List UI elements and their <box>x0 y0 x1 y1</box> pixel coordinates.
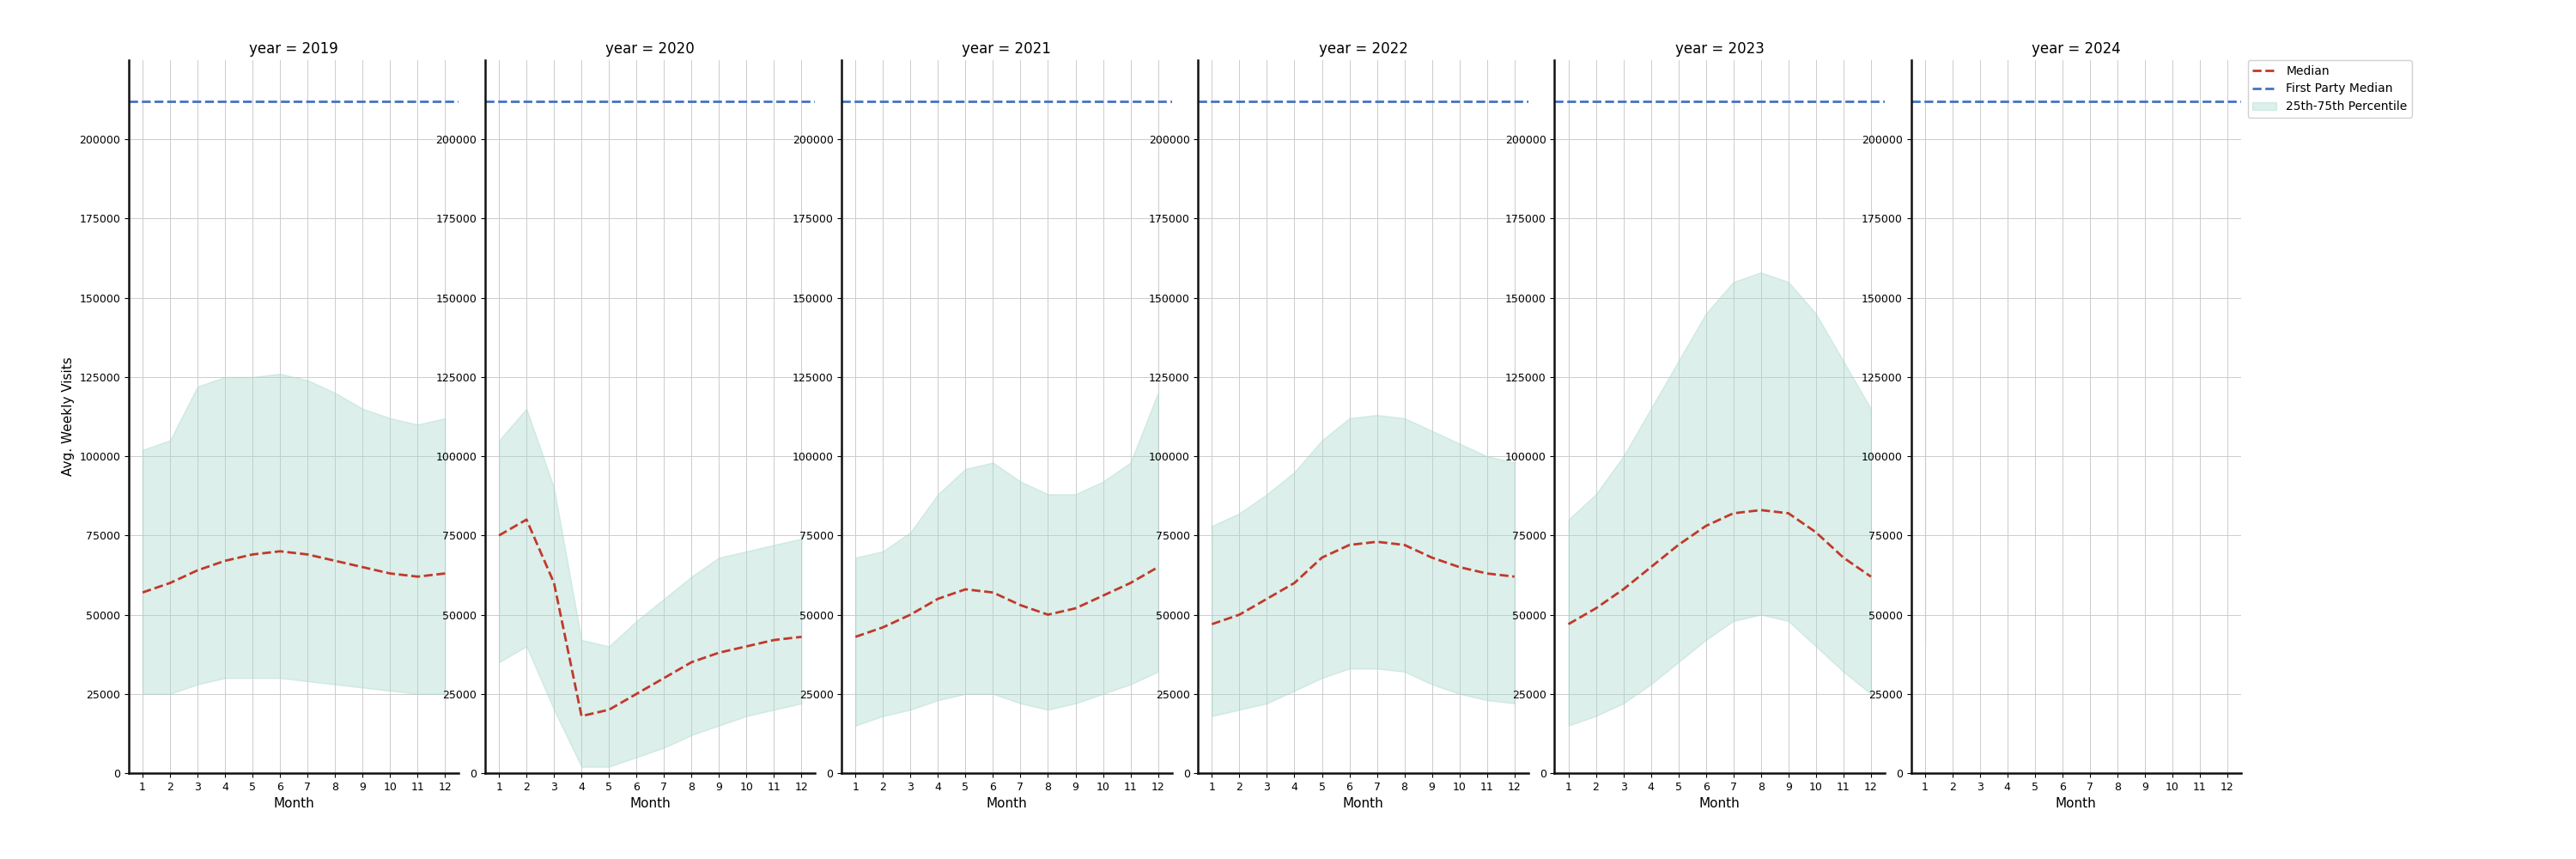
Median <box>621 689 652 699</box>
Y-axis label: Avg. Weekly Visits: Avg. Weekly Visits <box>62 357 75 476</box>
Median <box>319 556 350 566</box>
Median <box>976 588 1007 598</box>
Median <box>1115 578 1146 588</box>
Median <box>868 622 899 632</box>
Title: year = 2019: year = 2019 <box>250 41 337 57</box>
Median <box>703 648 734 658</box>
Median <box>1718 509 1749 519</box>
Median <box>675 657 706 667</box>
Median <box>1747 505 1777 515</box>
Median <box>237 549 268 559</box>
Median <box>1636 562 1667 572</box>
Median <box>1855 571 1886 582</box>
Median <box>1690 521 1721 531</box>
Line: Median: Median <box>500 520 801 716</box>
Median <box>291 549 322 559</box>
X-axis label: Month: Month <box>629 797 670 810</box>
Median <box>922 594 953 604</box>
Median <box>732 641 762 651</box>
Title: year = 2022: year = 2022 <box>1319 41 1406 57</box>
First Party Median <box>1195 96 1226 107</box>
Title: year = 2021: year = 2021 <box>961 41 1051 57</box>
X-axis label: Month: Month <box>2056 797 2097 810</box>
Median <box>1582 603 1613 613</box>
First Party Median <box>100 96 131 107</box>
Median <box>567 711 598 722</box>
First Party Median <box>1883 96 1914 107</box>
Title: year = 2023: year = 2023 <box>1674 41 1765 57</box>
Median <box>1061 603 1092 613</box>
Median <box>1553 619 1584 630</box>
Median <box>183 565 214 576</box>
Median <box>1772 509 1803 519</box>
Median <box>1224 610 1255 620</box>
Median <box>374 569 404 579</box>
Median <box>1801 527 1832 538</box>
X-axis label: Month: Month <box>1342 797 1383 810</box>
X-axis label: Month: Month <box>1700 797 1741 810</box>
Median <box>1664 539 1695 550</box>
Line: Median: Median <box>1211 542 1515 624</box>
Title: year = 2020: year = 2020 <box>605 41 696 57</box>
Median <box>1334 539 1365 550</box>
Median <box>894 610 925 620</box>
First Party Median <box>126 96 157 107</box>
Median <box>1033 610 1064 620</box>
First Party Median <box>811 96 842 107</box>
Median <box>1278 578 1309 588</box>
Median <box>1388 539 1419 550</box>
Median <box>1417 552 1448 563</box>
Median <box>649 673 680 683</box>
Median <box>484 530 515 540</box>
X-axis label: Month: Month <box>987 797 1028 810</box>
First Party Median <box>1170 96 1200 107</box>
Median <box>951 584 981 594</box>
Median <box>265 546 296 557</box>
First Party Median <box>1909 96 1940 107</box>
Median <box>1144 562 1175 572</box>
Median <box>1005 600 1036 610</box>
Median <box>402 571 433 582</box>
Median <box>126 588 157 598</box>
Median <box>1252 594 1283 604</box>
Median <box>1499 571 1530 582</box>
Median <box>1306 552 1337 563</box>
Median <box>538 578 569 588</box>
Median <box>155 578 185 588</box>
Median <box>1195 619 1226 630</box>
Median <box>1607 584 1638 594</box>
Legend: Median, First Party Median, 25th-75th Percentile: Median, First Party Median, 25th-75th Pe… <box>2249 60 2411 118</box>
First Party Median <box>456 96 487 107</box>
Median <box>1445 562 1476 572</box>
First Party Median <box>840 96 871 107</box>
First Party Median <box>1553 96 1584 107</box>
Median <box>209 556 240 566</box>
Median <box>840 631 871 642</box>
Median <box>430 569 461 579</box>
Median <box>1363 537 1394 547</box>
Median <box>1087 590 1118 600</box>
Line: Median: Median <box>1569 510 1870 624</box>
Median <box>786 631 817 642</box>
Median <box>348 562 379 572</box>
X-axis label: Month: Month <box>273 797 314 810</box>
Median <box>1829 552 1860 563</box>
First Party Median <box>484 96 515 107</box>
Median <box>757 635 788 645</box>
Line: Median: Median <box>855 567 1159 637</box>
Title: year = 2024: year = 2024 <box>2032 41 2120 57</box>
Median <box>592 704 623 715</box>
Line: Median: Median <box>142 551 446 593</box>
Median <box>1471 569 1502 579</box>
Median <box>510 515 541 525</box>
First Party Median <box>1525 96 1556 107</box>
